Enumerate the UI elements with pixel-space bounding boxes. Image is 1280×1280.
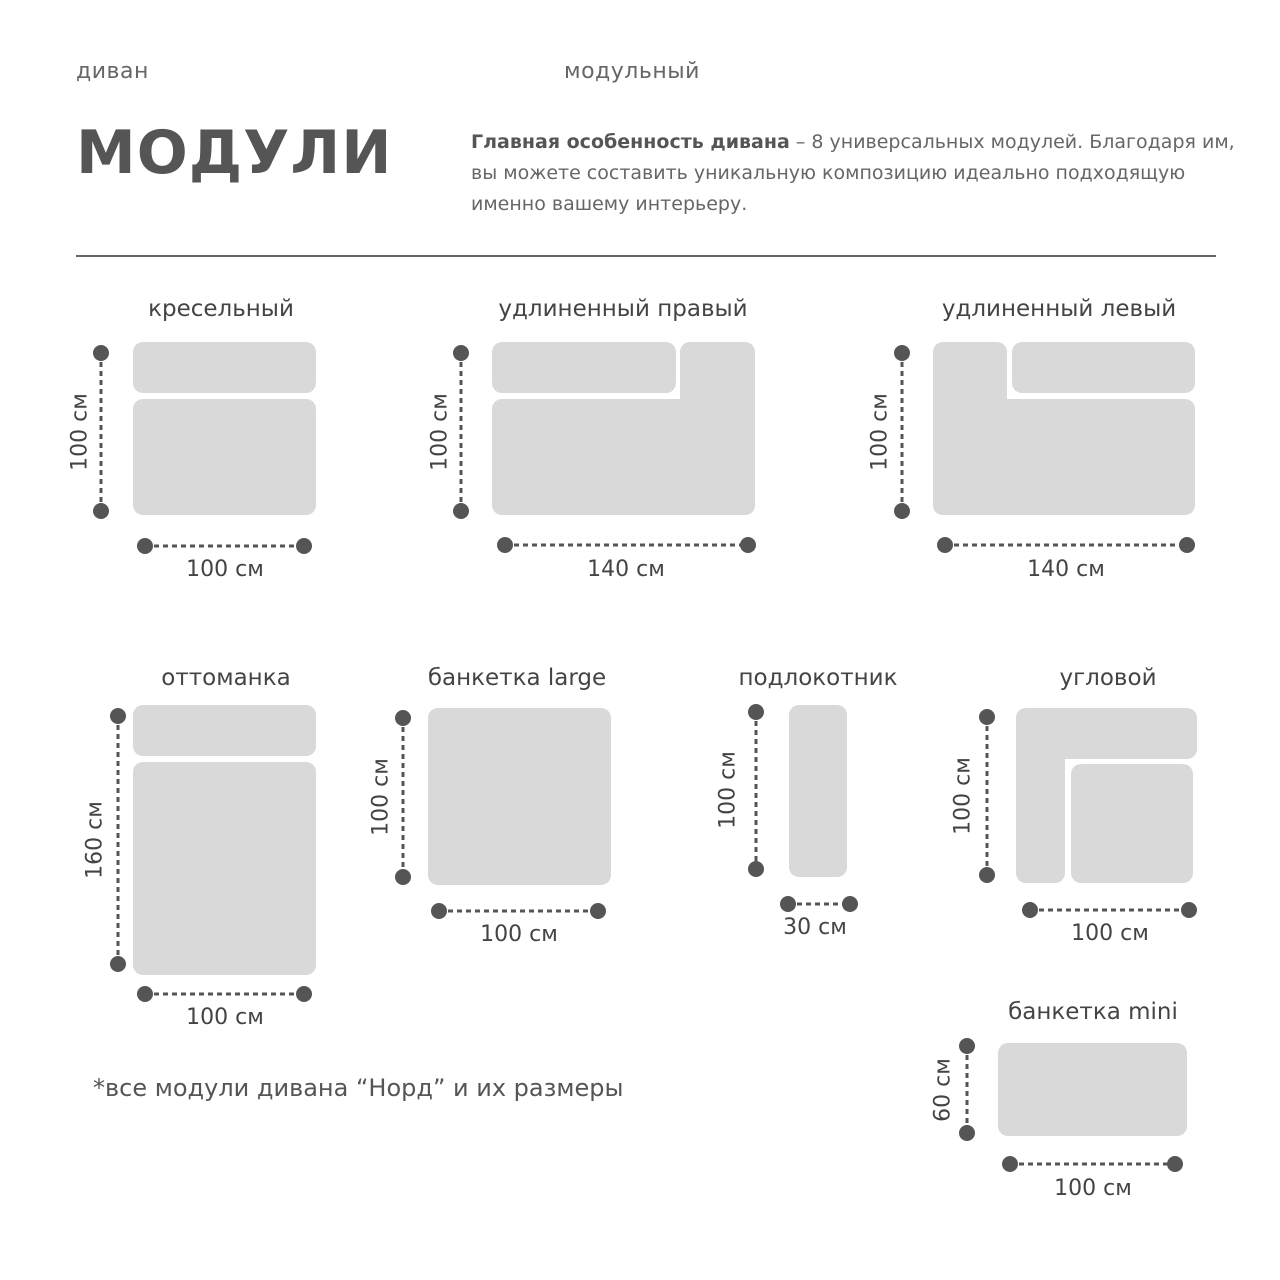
module-cushion xyxy=(492,399,755,515)
module-cushion xyxy=(1071,764,1193,883)
dimension-dot xyxy=(110,956,126,972)
dimension-dot xyxy=(979,867,995,883)
dimension-dot xyxy=(296,986,312,1002)
divider xyxy=(76,255,1216,257)
height-label: 100 см xyxy=(428,393,453,471)
width-label: 100 см xyxy=(1054,1176,1132,1201)
dimension-dot xyxy=(894,345,910,361)
height-label: 160 см xyxy=(83,801,108,879)
dimension-dot xyxy=(1002,1156,1018,1172)
label-modular: модульный xyxy=(564,59,700,84)
dimension-dot xyxy=(842,896,858,912)
description: Главная особенность дивана – 8 универсал… xyxy=(471,127,1241,220)
module-title: банкетка large xyxy=(428,665,606,691)
dimension-dot xyxy=(959,1125,975,1141)
module-cushion xyxy=(933,399,1195,515)
module-1: удлиненный правый 100 см 140 см xyxy=(428,296,756,582)
width-label: 100 см xyxy=(480,922,558,947)
dimension-dot xyxy=(93,345,109,361)
module-0: кресельный 100 см 100 см xyxy=(68,296,316,582)
module-cushion xyxy=(492,342,676,393)
module-title: угловой xyxy=(1059,665,1156,691)
dimension-dot xyxy=(453,345,469,361)
module-cushion xyxy=(789,705,847,877)
dimension-dot xyxy=(780,896,796,912)
height-label: 60 см xyxy=(931,1058,956,1122)
dimension-dot xyxy=(1181,902,1197,918)
width-label: 140 см xyxy=(1027,557,1105,582)
dimension-dot xyxy=(1022,902,1038,918)
module-cushion xyxy=(133,705,316,756)
height-label: 100 см xyxy=(369,758,394,836)
height-label: 100 см xyxy=(868,393,893,471)
height-label: 100 см xyxy=(951,757,976,835)
module-cushion xyxy=(133,342,316,393)
dimension-dot xyxy=(959,1038,975,1054)
width-label: 100 см xyxy=(1071,921,1149,946)
dimension-dot xyxy=(979,709,995,725)
module-cushion xyxy=(133,762,316,975)
dimension-dot xyxy=(748,704,764,720)
dimension-dot xyxy=(497,537,513,553)
module-title: кресельный xyxy=(148,296,294,322)
module-2: удлиненный левый 100 см 140 см xyxy=(868,296,1195,582)
height-label: 100 см xyxy=(68,393,93,471)
dimension-dot xyxy=(590,903,606,919)
description-text: – 8 универсальных модулей. Благодаря им,… xyxy=(471,131,1235,215)
dimension-dot xyxy=(894,503,910,519)
footnote: *все модули дивана “Норд” и их размеры xyxy=(93,1074,624,1102)
dimension-dot xyxy=(748,861,764,877)
dimension-dot xyxy=(110,708,126,724)
dimension-dot xyxy=(137,986,153,1002)
module-title: удлиненный правый xyxy=(498,296,747,322)
module-cushion xyxy=(133,399,316,515)
dimension-dot xyxy=(740,537,756,553)
height-label: 100 см xyxy=(716,751,741,829)
dimension-dot xyxy=(1167,1156,1183,1172)
module-cushion xyxy=(1016,708,1065,883)
width-label: 140 см xyxy=(587,557,665,582)
dimension-dot xyxy=(1179,537,1195,553)
dimension-dot xyxy=(395,869,411,885)
description-bold: Главная особенность дивана xyxy=(471,131,790,153)
dimension-dot xyxy=(395,710,411,726)
label-divan: диван xyxy=(76,59,149,84)
module-6: угловой 100 см 100 см xyxy=(951,665,1197,946)
dimension-dot xyxy=(431,903,447,919)
module-7: банкетка mini 60 см 100 см xyxy=(931,999,1187,1201)
module-4: банкетка large 100 см 100 см xyxy=(369,665,611,947)
module-cushion xyxy=(1012,342,1195,393)
dimension-dot xyxy=(453,503,469,519)
module-cushion xyxy=(428,708,611,885)
module-3: оттоманка 160 см 100 см xyxy=(83,665,316,1030)
width-label: 100 см xyxy=(186,1005,264,1030)
dimension-dot xyxy=(137,538,153,554)
module-cushion xyxy=(998,1043,1187,1136)
dimension-dot xyxy=(93,503,109,519)
width-label: 100 см xyxy=(186,557,264,582)
module-title: удлиненный левый xyxy=(942,296,1176,322)
dimension-dot xyxy=(937,537,953,553)
module-title: банкетка mini xyxy=(1008,999,1178,1025)
module-5: подлокотник 100 см 30 см xyxy=(716,665,898,940)
dimension-dot xyxy=(296,538,312,554)
width-label: 30 см xyxy=(783,915,847,940)
module-title: оттоманка xyxy=(161,665,290,691)
module-title: подлокотник xyxy=(738,665,897,691)
page-title: МОДУЛИ xyxy=(76,118,393,188)
